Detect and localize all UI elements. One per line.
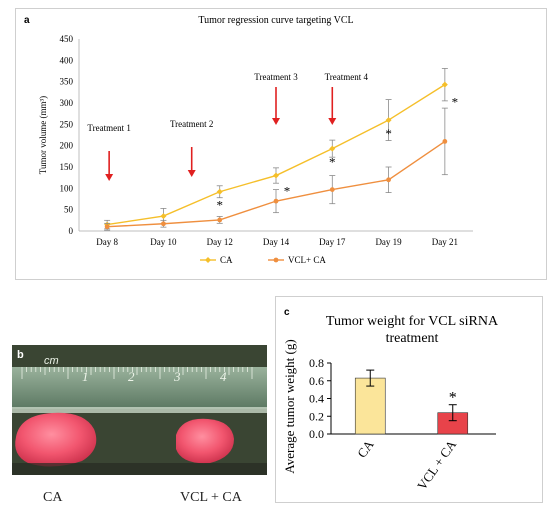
treatment-arrowhead <box>328 118 337 125</box>
x-tick-label: VCL + CA <box>414 437 460 493</box>
x-tick-label: Day 17 <box>319 237 346 247</box>
ruler-number: 3 <box>174 369 181 384</box>
y-tick-label: 0.4 <box>309 392 324 406</box>
treatment-label: Treatment 4 <box>325 72 369 82</box>
treatment-arrowhead <box>105 174 114 181</box>
significance-star: * <box>385 126 392 141</box>
ruler-number: 2 <box>128 369 135 384</box>
significance-star: * <box>216 198 223 213</box>
data-point <box>216 188 223 195</box>
y-tick-label: 400 <box>60 55 74 65</box>
chart-title-line: Tumor weight for VCL siRNA <box>326 314 499 329</box>
significance-star: * <box>452 95 459 110</box>
series-line-1 <box>107 140 446 228</box>
y-tick-label: 300 <box>60 98 74 108</box>
treatment-label: Treatment 1 <box>87 123 130 133</box>
photo-caption-vcl-ca: VCL + CA <box>180 490 242 505</box>
data-point <box>217 217 223 223</box>
x-tick-label: Day 19 <box>375 237 402 247</box>
y-tick-label: 100 <box>60 183 74 193</box>
tumor-vcl-ca <box>176 418 234 464</box>
data-point <box>442 139 448 144</box>
y-axis-label: Average tumor weight (g) <box>282 339 297 473</box>
treatment-arrowhead <box>272 118 280 125</box>
y-tick-label: 0.8 <box>309 356 324 370</box>
ruler-number: 4 <box>220 369 227 384</box>
treatment-label: Treatment 3 <box>254 72 298 82</box>
legend-marker-ca <box>205 257 211 263</box>
x-tick-label: Day 21 <box>432 237 458 247</box>
y-tick-label: 150 <box>60 162 74 172</box>
significance-star: * <box>449 390 457 407</box>
x-tick-label: CA <box>354 437 377 461</box>
treatment-label: Treatment 2 <box>170 119 213 129</box>
y-tick-label: 0.0 <box>309 427 324 441</box>
data-point <box>386 177 391 183</box>
significance-star: * <box>284 184 291 199</box>
y-tick-label: 350 <box>60 77 74 87</box>
panel-b-label: b <box>17 349 24 361</box>
chart-title-line: treatment <box>386 331 439 346</box>
tumor-regression-panel: a Tumor regression curve targeting VCL 0 50… <box>15 8 547 280</box>
photo-caption-ca: CA <box>43 490 63 505</box>
data-point <box>104 224 110 230</box>
legend-label-vcl-ca: VCL+ CA <box>288 255 326 265</box>
x-tick-label: Day 8 <box>96 237 118 247</box>
tumor-weight-panel: c Tumor weight for VCL siRNA treatment 0.0 0… <box>275 296 543 503</box>
tumor-ca <box>15 412 97 467</box>
data-point <box>385 117 392 124</box>
data-point <box>329 145 336 152</box>
y-tick-label: 0.6 <box>309 374 324 388</box>
legend-label-ca: CA <box>220 255 233 265</box>
tumor-photo-panel: b cm 1 2 3 4 <box>12 345 267 475</box>
data-point <box>441 81 448 88</box>
treatment-arrowhead <box>187 170 196 177</box>
tumor-photo <box>12 345 267 475</box>
data-point <box>160 213 167 220</box>
data-point <box>273 172 279 179</box>
y-axis-label: Tumor volume (mm³) <box>38 96 48 174</box>
chart-title: Tumor regression curve targeting VCL <box>198 15 353 26</box>
panel-c-label: c <box>284 307 290 318</box>
legend-marker-vcl-ca <box>273 257 279 263</box>
tumor-weight-chart: c Tumor weight for VCL siRNA treatment 0.0 0… <box>282 307 499 493</box>
ruler-unit: cm <box>44 355 59 367</box>
tumor-regression-chart: a Tumor regression curve targeting VCL 0 50… <box>24 15 473 265</box>
panel-a-label: a <box>24 15 30 26</box>
significance-star: * <box>329 155 336 170</box>
ruler <box>12 367 267 409</box>
y-tick-label: 0 <box>69 226 74 236</box>
y-tick-label: 0.2 <box>309 409 324 423</box>
x-tick-label: Day 10 <box>150 237 177 247</box>
x-tick-label: Day 12 <box>207 237 233 247</box>
y-tick-label: 450 <box>60 34 74 44</box>
y-tick-label: 200 <box>60 141 74 151</box>
y-tick-label: 250 <box>60 119 74 129</box>
data-point <box>273 198 279 204</box>
data-point <box>161 221 166 227</box>
ruler-number: 1 <box>82 369 89 384</box>
x-tick-label: Day 14 <box>263 237 290 247</box>
y-tick-label: 50 <box>64 205 74 215</box>
data-point <box>329 187 335 193</box>
